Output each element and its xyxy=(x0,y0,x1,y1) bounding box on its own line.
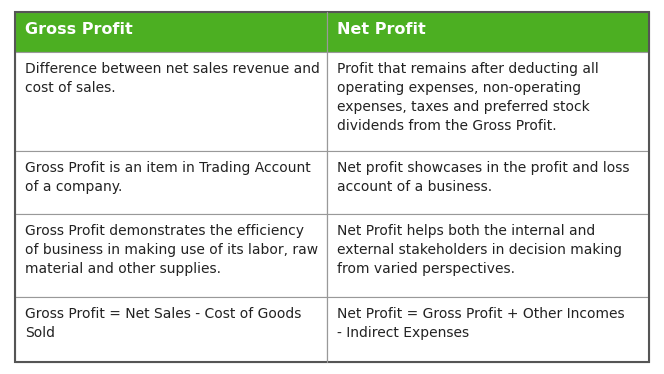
Bar xyxy=(15,52,327,151)
Bar xyxy=(15,151,327,214)
Bar xyxy=(327,297,649,362)
Bar xyxy=(327,52,649,151)
Bar xyxy=(327,151,649,214)
Text: Difference between net sales revenue and
cost of sales.: Difference between net sales revenue and… xyxy=(25,62,320,95)
Text: Net profit showcases in the profit and loss
account of a business.: Net profit showcases in the profit and l… xyxy=(337,161,629,194)
Bar xyxy=(15,214,327,297)
Bar xyxy=(15,12,327,52)
Text: Gross Profit = Net Sales - Cost of Goods
Sold: Gross Profit = Net Sales - Cost of Goods… xyxy=(25,307,301,340)
Text: Net Profit = Gross Profit + Other Incomes
- Indirect Expenses: Net Profit = Gross Profit + Other Income… xyxy=(337,307,625,340)
Bar xyxy=(327,12,649,52)
Text: Gross Profit is an item in Trading Account
of a company.: Gross Profit is an item in Trading Accou… xyxy=(25,161,311,194)
Text: Net Profit helps both the internal and
external stakeholders in decision making
: Net Profit helps both the internal and e… xyxy=(337,224,622,276)
Text: Profit that remains after deducting all
operating expenses, non-operating
expens: Profit that remains after deducting all … xyxy=(337,62,599,132)
Text: Net Profit: Net Profit xyxy=(337,22,426,37)
Bar xyxy=(327,214,649,297)
Text: Gross Profit: Gross Profit xyxy=(25,22,133,37)
Text: Gross Profit demonstrates the efficiency
of business in making use of its labor,: Gross Profit demonstrates the efficiency… xyxy=(25,224,318,276)
Bar xyxy=(15,297,327,362)
